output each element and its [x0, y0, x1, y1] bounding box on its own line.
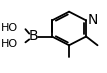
Text: N: N [88, 13, 98, 27]
Text: HO: HO [1, 39, 18, 49]
Text: B: B [28, 29, 38, 44]
Text: HO: HO [1, 23, 18, 33]
